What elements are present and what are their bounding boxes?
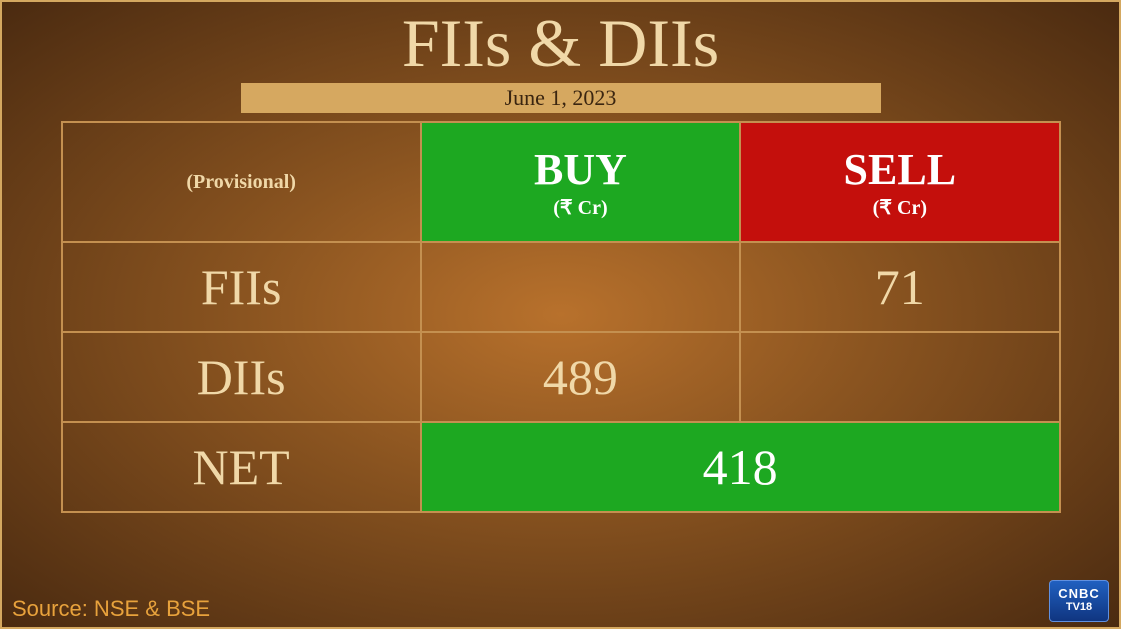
header-sell-unit: (₹ Cr) — [741, 195, 1058, 232]
source-text: Source: NSE & BSE — [12, 596, 210, 622]
fii-label: FIIs — [62, 242, 421, 332]
header-provisional: (Provisional) — [62, 122, 421, 242]
logo-line2: TV18 — [1050, 601, 1108, 613]
net-row: NET 418 — [62, 422, 1060, 512]
fii-dii-table: (Provisional) BUY (₹ Cr) SELL (₹ Cr) FII… — [61, 121, 1061, 513]
header-sell-label: SELL — [741, 132, 1058, 195]
header-buy-unit: (₹ Cr) — [422, 195, 739, 232]
date-bar: June 1, 2023 — [241, 83, 881, 113]
net-label: NET — [62, 422, 421, 512]
fii-sell-value: 71 — [740, 242, 1059, 332]
fii-row: FIIs 71 — [62, 242, 1060, 332]
dii-buy-value: 489 — [421, 332, 740, 422]
dii-label: DIIs — [62, 332, 421, 422]
net-value: 418 — [421, 422, 1060, 512]
header-row: (Provisional) BUY (₹ Cr) SELL (₹ Cr) — [62, 122, 1060, 242]
logo-line1: CNBC — [1050, 587, 1108, 601]
header-sell: SELL (₹ Cr) — [740, 122, 1059, 242]
fii-buy-value — [421, 242, 740, 332]
page-title: FIIs & DIIs — [2, 2, 1119, 83]
cnbc-logo: CNBC TV18 — [1049, 580, 1109, 622]
header-buy: BUY (₹ Cr) — [421, 122, 740, 242]
dii-row: DIIs 489 — [62, 332, 1060, 422]
header-buy-label: BUY — [422, 132, 739, 195]
dii-sell-value — [740, 332, 1059, 422]
